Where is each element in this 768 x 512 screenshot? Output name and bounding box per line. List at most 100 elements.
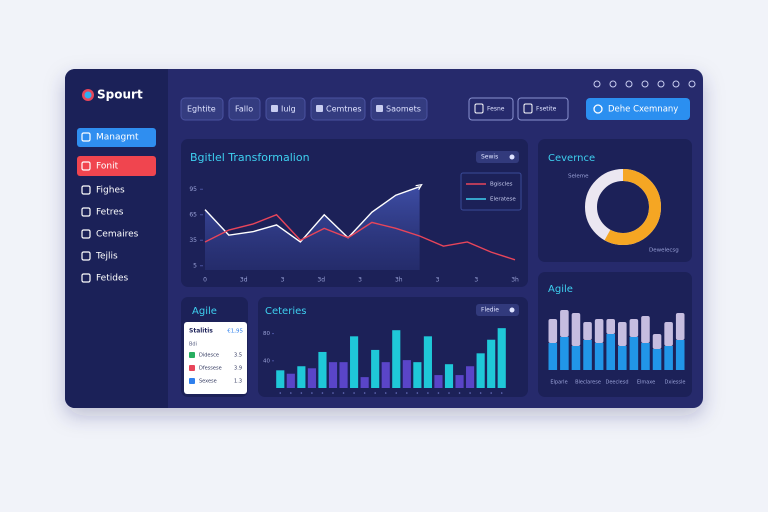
stacked-bar-segment [641, 343, 650, 370]
x-tick-dot [321, 392, 324, 394]
row-label: Dfessese [199, 366, 222, 372]
bar [434, 375, 443, 388]
y-tick-label: 35 [189, 237, 197, 244]
tab-button[interactable] [265, 97, 306, 121]
icon-button[interactable] [468, 97, 514, 121]
filter-label: Fledie [481, 307, 499, 314]
filter-icon [509, 307, 515, 313]
nav-highlight[interactable] [77, 128, 156, 147]
window-icon[interactable] [609, 80, 617, 88]
nav-item[interactable]: Fetides [96, 274, 129, 284]
stacked-bar-segment [606, 319, 615, 334]
x-tick-dot [332, 392, 334, 394]
x-tick-label: 3d [317, 277, 325, 284]
window-icon[interactable] [672, 80, 680, 88]
icon-button[interactable] [517, 97, 569, 121]
icon-glyph [474, 103, 484, 114]
x-tick-label: Dxiessle [665, 380, 686, 386]
bar [350, 336, 359, 388]
filter-icon [509, 154, 515, 160]
bar [307, 368, 316, 388]
tab-button[interactable] [370, 97, 428, 121]
tab-button[interactable] [228, 97, 261, 121]
window-icon[interactable] [593, 80, 601, 88]
stacked-bar-segment [571, 313, 581, 346]
content: Managmt Fonit Fighes Fetres Cemaires Tejlis Fe… [77, 80, 696, 397]
bar [276, 370, 285, 388]
bar [402, 360, 411, 388]
x-tick-label: 3 [281, 277, 285, 284]
panel-title: Agile [548, 284, 573, 295]
sidebar [65, 69, 168, 408]
x-tick-dot [490, 392, 492, 394]
bar [392, 330, 401, 388]
icon-glyph [523, 103, 533, 114]
card-subheader: Bdi [189, 342, 197, 348]
tab-button[interactable] [310, 97, 366, 121]
tab-label: Saomets [386, 105, 421, 114]
x-tick-dot [290, 392, 292, 394]
nav-icon [81, 273, 91, 283]
row-value: 1.3 [234, 379, 242, 385]
x-tick-dot [406, 392, 408, 394]
tab-button[interactable] [180, 97, 224, 121]
donut-arc [585, 169, 661, 245]
action-icon [593, 104, 603, 114]
nav-item[interactable]: Fighes [96, 186, 125, 196]
bar [455, 375, 464, 388]
panel-title: Cevernce [548, 153, 595, 164]
stacked-bar-segment [641, 316, 650, 343]
nav-highlight[interactable] [77, 156, 156, 176]
x-tick-dot [279, 392, 282, 394]
x-tick-label: Bleclarese [575, 380, 601, 386]
filter-dropdown[interactable] [476, 151, 519, 163]
filter-dropdown[interactable] [476, 304, 519, 316]
nav-item[interactable]: Fonit [96, 162, 119, 172]
bar [360, 377, 369, 388]
nav-item[interactable]: Cemaires [96, 230, 139, 240]
nav-item[interactable]: Tejlis [95, 252, 118, 262]
stacked-bar-segment [594, 343, 604, 370]
nav-icon [81, 207, 91, 217]
bar [286, 373, 295, 388]
card-header-value: €1,95 [227, 329, 243, 335]
nav-item[interactable]: Managmt [96, 133, 139, 143]
nav-icon [81, 161, 91, 171]
legend-label: Eleratese [490, 197, 516, 203]
x-tick-label: Elmaxe [637, 380, 655, 386]
filter-label: Sewis [481, 154, 498, 161]
panel-title: Ceteries [265, 306, 306, 317]
stacked-bar-segment [629, 337, 639, 370]
nav-item[interactable]: Fetres [96, 208, 124, 218]
bar [497, 328, 506, 388]
arrow-head [415, 183, 423, 191]
x-tick-label: Deeclesd [606, 380, 629, 386]
window-icon[interactable] [625, 80, 633, 88]
stacked-bar-segment [560, 337, 569, 370]
window-icon[interactable] [641, 80, 649, 88]
x-tick-label: 3 [474, 277, 478, 284]
row-value: 3.5 [234, 353, 242, 359]
card-header: Stalitis [189, 328, 213, 335]
y-tick-label: 95 [189, 186, 197, 193]
x-tick-dot [353, 392, 355, 394]
row-label: Didesce [199, 353, 219, 359]
brand: Spourt [97, 88, 143, 102]
window-icon[interactable] [657, 80, 665, 88]
x-tick-dot [300, 392, 303, 394]
x-tick-label: 3h [511, 277, 519, 284]
x-tick-dot [395, 392, 398, 394]
x-tick-dot [427, 392, 429, 394]
x-tick-label: 3h [395, 277, 403, 284]
stacked-bar-segment [560, 310, 569, 337]
nav-icon [81, 132, 91, 142]
stacked-bar-segment [606, 334, 615, 370]
stacked-bar-segment [629, 319, 639, 337]
y-tick-label: 40 [263, 358, 270, 364]
action-button[interactable] [586, 98, 690, 120]
tab-label: Eghtite [187, 105, 216, 114]
stacked-bar-segment [618, 322, 627, 346]
window-icon[interactable] [688, 80, 696, 88]
nav-icon [81, 251, 91, 261]
